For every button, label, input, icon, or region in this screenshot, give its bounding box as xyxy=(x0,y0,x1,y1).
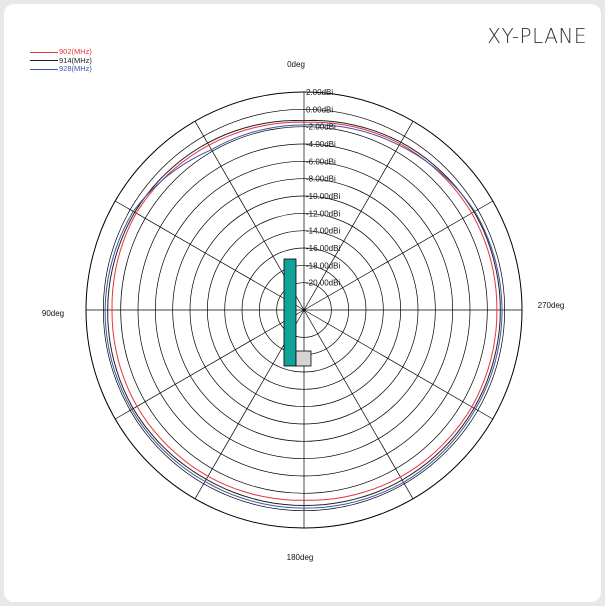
radial-tick-label: 2.00dBi xyxy=(306,88,333,97)
series-layer xyxy=(104,119,503,509)
grid-spoke xyxy=(303,309,493,420)
legend-swatch xyxy=(30,51,58,53)
radial-tick-label: -4.00dBi xyxy=(306,140,336,149)
polar-grid xyxy=(85,91,523,529)
radial-tick-label: -20.00dBi xyxy=(306,279,340,288)
radial-tick-label: -2.00dBi xyxy=(306,123,336,132)
radial-tick-label: -8.00dBi xyxy=(306,175,336,184)
radial-tick-label: -14.00dBi xyxy=(306,227,340,236)
legend-item: 914(MHz) xyxy=(30,55,92,66)
legend-label: 914(MHz) xyxy=(59,55,92,65)
legend-label: 928(MHz) xyxy=(59,64,92,73)
grid-spoke xyxy=(115,200,305,311)
angle-label-left: 90deg xyxy=(42,309,64,318)
radial-tick-label: -10.00dBi xyxy=(306,192,340,201)
grid-spoke xyxy=(303,309,414,499)
radial-tick-labels: 2.00dBi 0.00dBi -2.00dBi -4.00dBi -6.00dBi -8… xyxy=(306,88,340,288)
level-indicator xyxy=(283,258,312,367)
radial-tick-label: 0.00dBi xyxy=(306,105,333,114)
angle-label-right: 270deg xyxy=(538,301,565,310)
angle-label-top: 0deg xyxy=(287,60,305,69)
indicator-bar xyxy=(283,258,297,367)
legend-item: 902(MHz) xyxy=(30,47,92,57)
grid-spoke xyxy=(303,121,414,311)
legend-swatch xyxy=(30,60,58,62)
angle-label-bottom: 180deg xyxy=(287,553,314,562)
indicator-box xyxy=(295,350,312,367)
radial-tick-label: -12.00dBi xyxy=(306,209,340,218)
chart-title: XY-PLANE xyxy=(487,24,587,48)
series-line xyxy=(111,121,498,501)
series-line xyxy=(107,119,501,507)
legend-item: 928(MHz) xyxy=(30,64,92,74)
grid-spoke xyxy=(115,309,305,420)
legend: 902(MHz) 914(MHz) 928(MHz) xyxy=(30,47,92,74)
grid-spoke xyxy=(303,200,493,311)
radial-tick-label: -16.00dBi xyxy=(306,244,340,253)
legend-label: 902(MHz) xyxy=(59,47,92,56)
series-line xyxy=(104,124,503,509)
legend-swatch xyxy=(30,68,58,70)
radial-tick-label: -18.00dBi xyxy=(306,261,340,270)
radial-tick-label: -6.00dBi xyxy=(306,157,336,166)
